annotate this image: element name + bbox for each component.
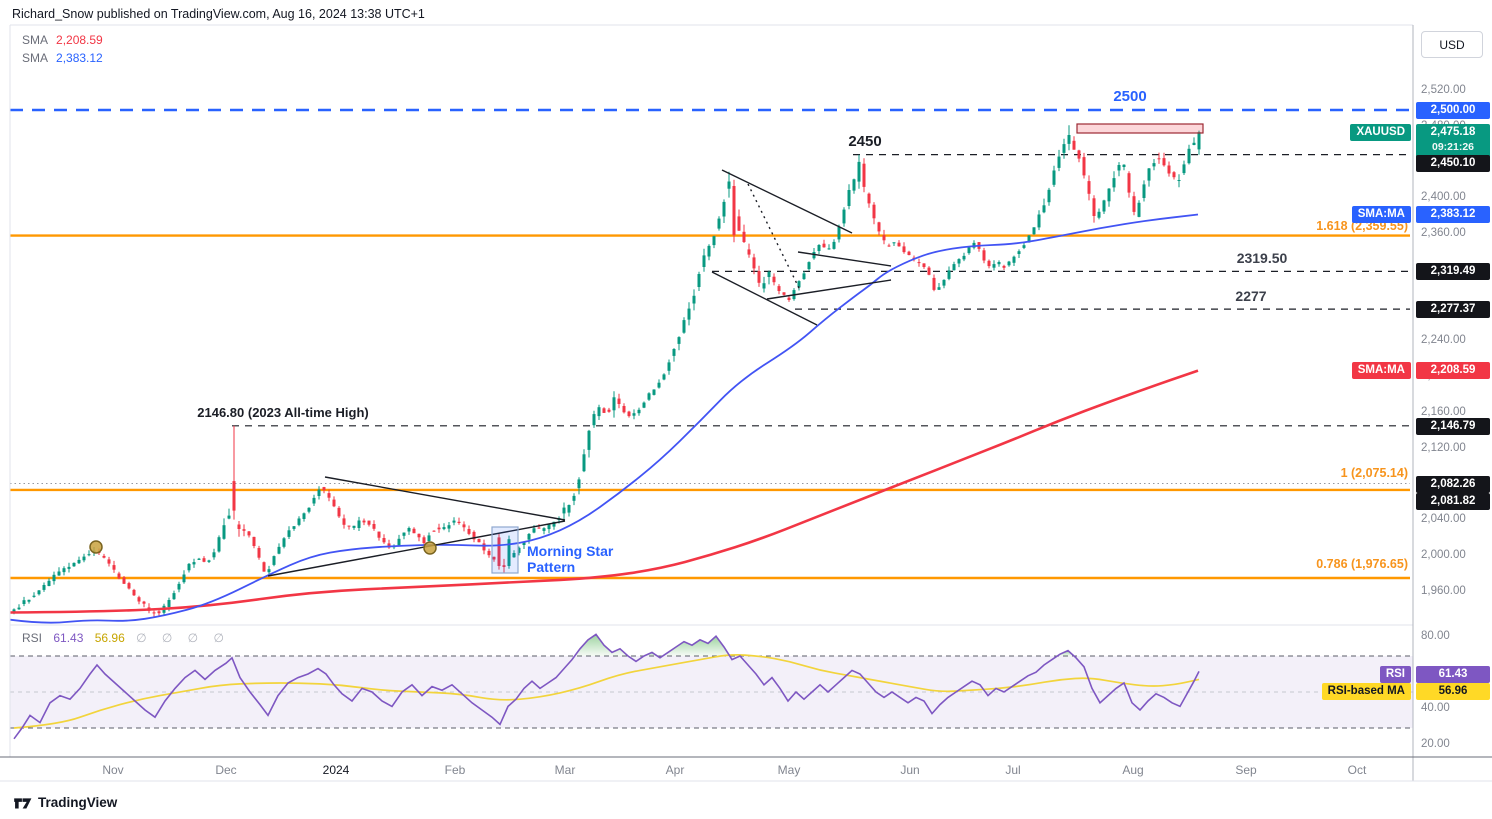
series-tag: XAUUSD: [1350, 124, 1411, 141]
fib-level-label: 1 (2,075.14): [1340, 466, 1408, 480]
price-axis-badge: 2,146.79: [1416, 418, 1490, 435]
price-axis-badge: 2,319.49: [1416, 263, 1490, 280]
rsi-empty-plots: ∅ ∅ ∅ ∅: [136, 631, 230, 645]
chart-annotation: 2146.80 (2023 All-time High): [197, 405, 369, 420]
price-axis-label: 2,240.00: [1421, 334, 1466, 346]
time-axis-label: Mar: [554, 763, 576, 777]
price-axis-badge: 2,081.82: [1416, 493, 1490, 510]
time-axis-label: 2024: [322, 763, 350, 777]
rsi-band: [10, 655, 1413, 729]
rsi-legend[interactable]: RSI 61.43 56.96 ∅ ∅ ∅ ∅: [22, 631, 230, 645]
chart-annotation: 2500: [1113, 88, 1147, 105]
sma-fast-legend-label: SMA: [22, 51, 49, 65]
price-axis-badge: 56.96: [1416, 683, 1490, 700]
chart-annotation: 2277: [1235, 288, 1267, 304]
time-axis-label: Feb: [444, 763, 466, 777]
price-axis-badge: 61.43: [1416, 666, 1490, 683]
price-axis-label: 2,160.00: [1421, 406, 1466, 418]
time-axis-label: May: [777, 763, 801, 777]
price-axis-label: 2,120.00: [1421, 442, 1466, 454]
price-axis-label: 1,960.00: [1421, 585, 1466, 597]
sma-slow-legend-label: SMA: [22, 33, 49, 47]
rsi-ma-line: [13, 654, 1200, 729]
series-tag: RSI-based MA: [1321, 683, 1411, 700]
pane-frame: [0, 24, 1492, 782]
time-axis-label: Nov: [102, 763, 124, 777]
price-axis-label: 2,000.00: [1421, 549, 1466, 561]
price-axis-badge: 2,208.59: [1416, 362, 1490, 379]
rsi-axis-label: 40.00: [1421, 702, 1450, 714]
time-axis-label: Oct: [1347, 763, 1367, 777]
rsi-overbought-fill: [664, 636, 728, 656]
price-axis-badge: 2,383.12: [1416, 206, 1490, 223]
time-axis-label: Aug: [1122, 763, 1144, 777]
rsi-axis-label: 80.00: [1421, 630, 1450, 642]
rsi-plots: [13, 633, 1200, 740]
sma-slow-legend-value: 2,208.59: [56, 33, 103, 47]
rsi-legend-value: 61.43: [53, 631, 84, 645]
tradingview-logo-icon: [14, 798, 32, 809]
pattern-drawings[interactable]: [89, 123, 1204, 577]
currency-button[interactable]: USD: [1421, 31, 1483, 58]
price-axis-badge: 2,277.37: [1416, 301, 1490, 318]
fib-level-label: 0.786 (1,976.65): [1316, 557, 1408, 571]
level-lines: [10, 108, 1410, 484]
publish-attribution: Richard_Snow published on TradingView.co…: [12, 7, 425, 21]
price-axis-label: 2,360.00: [1421, 227, 1466, 239]
sma-fast-legend-value: 2,383.12: [56, 51, 103, 65]
time-axis-label: Jul: [1005, 763, 1021, 777]
series-tag: RSI: [1379, 666, 1411, 683]
price-axis-label: 2,040.00: [1421, 513, 1466, 525]
chart-annotation: 2450: [848, 133, 882, 150]
sma-fast-line: [9, 213, 1199, 624]
tradingview-attribution[interactable]: TradingView: [13, 793, 117, 812]
rsi-line: [13, 633, 1200, 740]
candlesticks[interactable]: [12, 125, 1201, 618]
price-axis-badge: 2,475.18 09:21:26: [1416, 124, 1490, 158]
series-tag: SMA:MA: [1351, 362, 1411, 379]
rsi-axis-label: 20.00: [1421, 738, 1450, 750]
rsi-overbought-fill: [646, 652, 656, 656]
price-axis-label: 2,520.00: [1421, 84, 1466, 96]
time-axis-label: Jun: [900, 763, 920, 777]
sma-slow-legend[interactable]: SMA 2,208.59: [22, 33, 103, 47]
series-tag: SMA:MA: [1351, 206, 1411, 223]
time-axis-label: Dec: [215, 763, 237, 777]
rsi-legend-label: RSI: [22, 631, 43, 645]
price-axis-badge: 2,450.10: [1416, 155, 1490, 172]
chart-annotation: Morning Star Pattern: [527, 543, 614, 575]
fib-lines: [10, 234, 1410, 580]
rsi-ma-legend-value: 56.96: [94, 631, 125, 645]
time-axis-label: Sep: [1235, 763, 1257, 777]
price-axis-badge: 2,082.26: [1416, 476, 1490, 493]
moving-averages: [9, 213, 1199, 624]
tradingview-brand-text: TradingView: [38, 795, 118, 810]
sma-slow-line: [9, 369, 1199, 614]
sma-fast-legend[interactable]: SMA 2,383.12: [22, 51, 103, 65]
time-axis-label: Apr: [665, 763, 685, 777]
price-axis-label: 2,400.00: [1421, 191, 1466, 203]
chart-annotation: 2319.50: [1236, 250, 1288, 266]
price-axis-badge: 2,500.00: [1416, 102, 1490, 119]
